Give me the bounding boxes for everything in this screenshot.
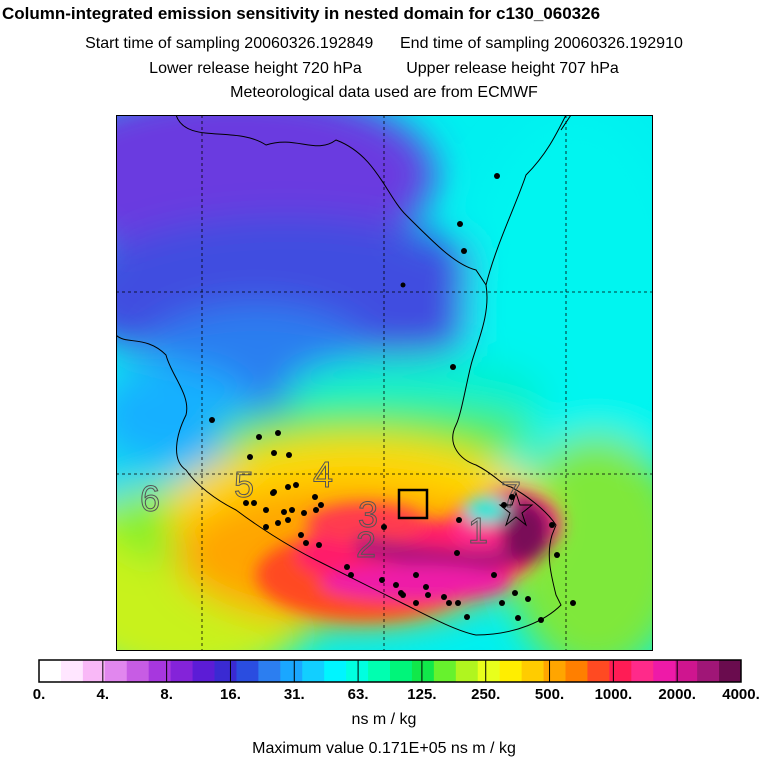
- region-number-1: 1: [468, 510, 488, 551]
- colorbar-swatch: [236, 660, 259, 682]
- end-time-label: End time of sampling 20060326.192910: [400, 35, 683, 52]
- region-number-5: 5: [234, 464, 254, 505]
- colorbar-swatch: [39, 660, 62, 682]
- colorbar-swatch: [433, 660, 457, 682]
- colorbar-tick-label: 2000.: [658, 686, 696, 703]
- colorbar-swatch: [258, 660, 281, 682]
- colorbar-swatch: [411, 660, 435, 682]
- colorbar-swatch: [609, 660, 632, 682]
- sensitivity-field: [116, 115, 653, 651]
- colorbar-tick-label: 125.: [407, 686, 437, 703]
- colorbar-swatch: [324, 660, 347, 682]
- sampling-time-line: Start time of sampling 20060326.192849 E…: [0, 35, 768, 53]
- plot-title: Column-integrated emission sensitivity i…: [2, 4, 601, 23]
- colorbar-swatch: [82, 660, 106, 682]
- colorbar-tick-label: 16.: [220, 686, 241, 703]
- colorbar-unit: ns m / kg: [351, 711, 417, 728]
- region-number-3: 3: [358, 494, 378, 535]
- colorbar-swatch: [192, 660, 215, 682]
- colorbar-swatch: [565, 660, 588, 682]
- colorbar-tick-label: 1000.: [594, 686, 633, 703]
- region-number-2: 2: [356, 524, 376, 565]
- maximum-value-label: Maximum value 0.171E+05 ns m / kg: [252, 740, 516, 757]
- lat-lon-grid: [116, 115, 653, 651]
- emission-sensitivity-map: 1 2 3 4 5 6 7: [116, 115, 653, 651]
- colorbar-swatch: [719, 660, 742, 682]
- met-data-label: Meteorological data used are from ECMWF: [230, 84, 538, 101]
- measurement-points: [209, 173, 576, 623]
- colorbar: [38, 659, 742, 683]
- colorbar-tick-label: 63.: [347, 686, 369, 703]
- region-number-6: 6: [140, 478, 160, 519]
- colorbar-swatch: [675, 660, 698, 682]
- coastline: [116, 115, 562, 636]
- colorbar-swatch: [631, 660, 654, 682]
- receptor-box: [397, 488, 429, 520]
- colorbar-tick-label: 250.: [471, 686, 501, 703]
- colorbar-swatch: [170, 660, 194, 682]
- colorbar-frame: [38, 659, 742, 683]
- colorbar-swatch: [148, 660, 172, 682]
- release-height-line: Lower release height 720 hPa Upper relea…: [0, 60, 768, 78]
- region-number-4: 4: [313, 454, 333, 495]
- colorbar-swatch: [126, 660, 150, 682]
- colorbar-swatch: [499, 660, 523, 682]
- colorbar-swatch: [697, 660, 720, 682]
- colorbar-tick-label: 8.: [160, 686, 173, 703]
- upper-height-label: Upper release height 707 hPa: [406, 60, 619, 77]
- lower-height-label: Lower release height 720 hPa: [149, 60, 362, 77]
- border-line: [485, 115, 567, 286]
- colorbar-tick-label: 4000.: [722, 686, 760, 703]
- colorbar-tick-label: 0.: [32, 686, 46, 703]
- colorbar-swatch: [521, 660, 545, 682]
- colorbar-swatch: [543, 660, 566, 682]
- colorbar-tick-label: 4.: [96, 686, 110, 703]
- colorbar-tick-label: 31.: [283, 686, 305, 703]
- colorbar-swatch: [653, 660, 676, 682]
- colorbar-swatch: [455, 660, 479, 682]
- colorbar-swatch: [587, 660, 610, 682]
- colorbar-swatch: [346, 660, 369, 682]
- colorbar-swatch: [60, 660, 84, 682]
- colorbar-swatch: [368, 660, 391, 682]
- colorbar-swatch: [280, 660, 303, 682]
- colorbar-swatch: [477, 660, 501, 682]
- colorbar-swatch: [302, 660, 325, 682]
- colorbar-swatch: [390, 660, 413, 682]
- colorbar-swatch: [104, 660, 128, 682]
- colorbar-swatch: [214, 660, 237, 682]
- start-time-label: Start time of sampling 20060326.192849: [85, 35, 374, 52]
- colorbar-tick-label: 500.: [534, 686, 565, 703]
